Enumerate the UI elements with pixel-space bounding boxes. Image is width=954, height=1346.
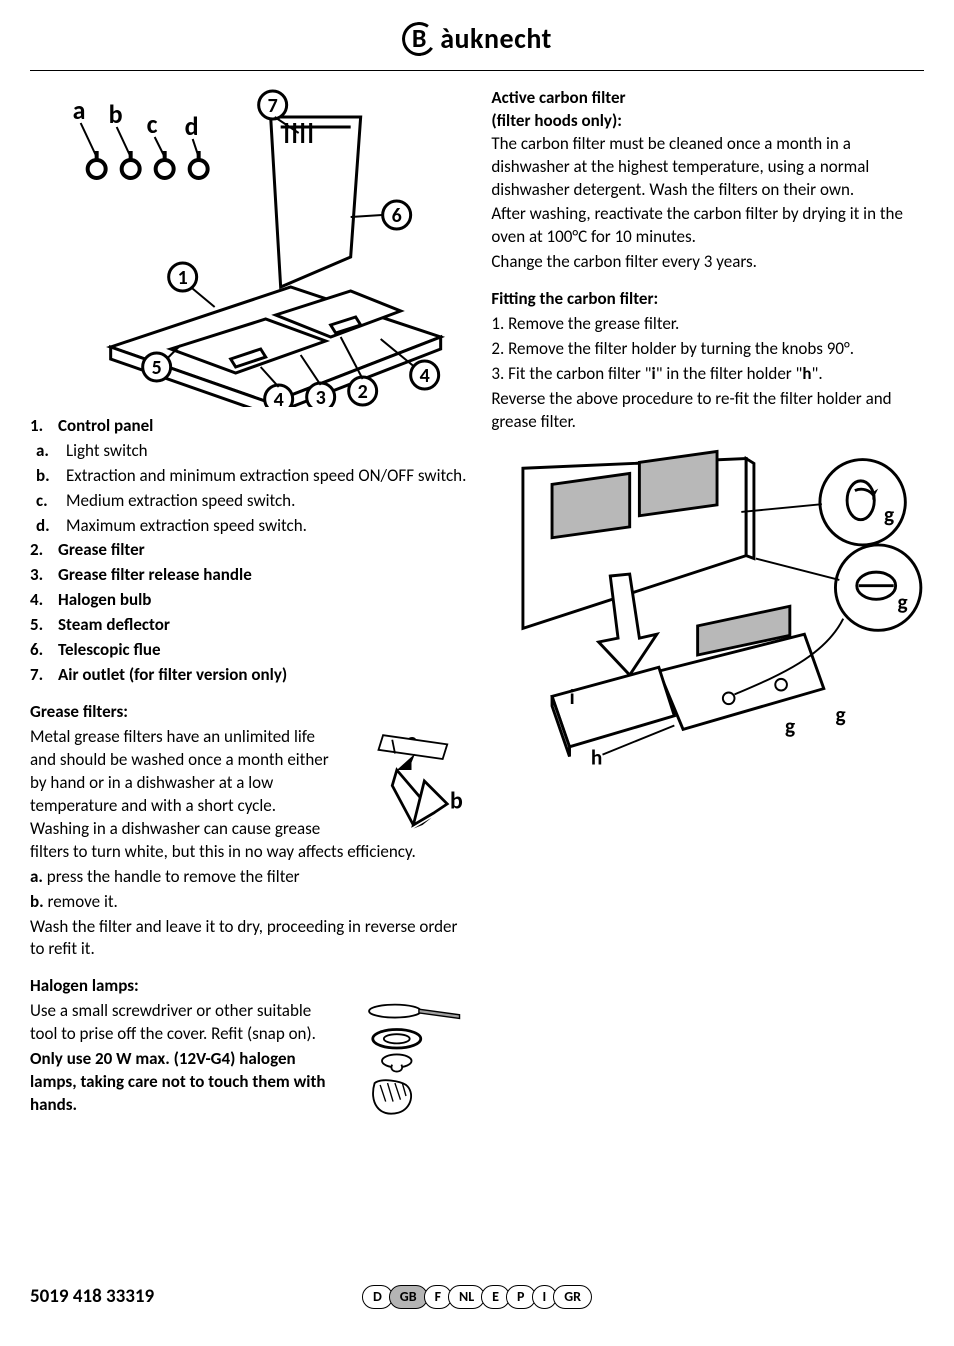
svg-text:b: b [109,98,123,130]
brand-logo: B àuknecht [402,20,552,58]
carbon-p2: After washing, reactivate the carbon fil… [491,203,924,249]
grease-section: a b Metal grease filters have an unlimit… [30,726,471,866]
legend-item: c.Medium extraction speed switch. [30,490,471,513]
halogen-heading: Halogen lamps: [30,975,471,998]
legend-item: 6.Telescopic flue [30,639,471,662]
content-columns: a b c d 7 6 1 5 4 3 2 4 [30,87,924,1121]
lang-pill-gr: GR [553,1285,592,1309]
legend-item: 1.Control panel [30,415,471,438]
fitting-s2: 2. Remove the filter holder by turning t… [491,338,924,361]
fitting-p: Reverse the above procedure to re-fit th… [491,388,924,434]
svg-text:1: 1 [178,266,188,290]
legend-item: 3.Grease filter release handle [30,564,471,587]
halogen-section: Use a small screwdriver or other suitabl… [30,1000,471,1120]
grease-step-b: b. remove it. [30,891,471,914]
page-header: B àuknecht [30,20,924,71]
svg-text:2: 2 [358,380,368,404]
legend-item: 2.Grease filter [30,539,471,562]
right-column: Active carbon filter (filter hoods only)… [491,87,924,1121]
svg-text:i: i [570,684,575,710]
brand-logo-mark: B [399,19,438,58]
language-pills: D GB F NL E P I GR [362,1285,592,1309]
grease-heading: Grease filters: [30,701,471,724]
main-diagram: a b c d 7 6 1 5 4 3 2 4 [30,87,471,407]
svg-text:6: 6 [392,204,402,228]
svg-text:c: c [147,108,158,140]
svg-text:4: 4 [274,388,284,407]
legend-item: b.Extraction and minimum extraction spee… [30,465,471,488]
svg-text:3: 3 [316,386,326,407]
fitting-s1: 1. Remove the grease filter. [491,313,924,336]
carbon-h2: (filter hoods only): [491,110,924,133]
carbon-p1: The carbon filter must be cleaned once a… [491,133,924,202]
legend-item: d.Maximum extraction speed switch. [30,515,471,538]
grease-step-a: a. press the handle to remove the filter [30,866,471,889]
svg-text:5: 5 [152,356,162,380]
svg-text:7: 7 [268,94,278,118]
svg-text:h: h [591,744,602,770]
filter-removal-diagram: a b [341,726,471,836]
svg-text:g: g [884,502,894,528]
legend-item: 5.Steam deflector [30,614,471,637]
brand-logo-text: àuknecht [440,20,552,58]
svg-text:d: d [185,110,199,142]
lang-pill-gb: GB [389,1285,428,1309]
svg-text:g: g [898,589,908,615]
legend-item: a.Light switch [30,440,471,463]
svg-text:g: g [785,713,795,739]
svg-text:4: 4 [420,364,430,388]
fitting-s3: 3. Fit the carbon filter "i" in the filt… [491,363,924,386]
legend-item: 4.Halogen bulb [30,589,471,612]
svg-text:b: b [450,787,463,816]
fitting-heading: Fitting the carbon filter: [491,288,924,311]
grease-p2: Wash the filter and leave it to dry, pro… [30,916,471,962]
carbon-filter-diagram: g g g g i h [491,444,924,774]
carbon-p3: Change the carbon filter every 3 years. [491,251,924,274]
legend-item: 7.Air outlet (for filter version only) [30,664,471,687]
lang-pill-nl: NL [448,1285,485,1309]
page-footer: 5019 418 33319 D GB F NL E P I GR [30,1284,924,1310]
footer-code: 5019 418 33319 [30,1284,154,1310]
legend-list: 1.Control panel a.Light switch b.Extract… [30,415,471,687]
halogen-diagram [341,1000,471,1120]
left-column: a b c d 7 6 1 5 4 3 2 4 [30,87,471,1121]
svg-text:a: a [73,94,86,126]
carbon-h1: Active carbon filter [491,87,924,110]
svg-text:g: g [836,702,846,728]
